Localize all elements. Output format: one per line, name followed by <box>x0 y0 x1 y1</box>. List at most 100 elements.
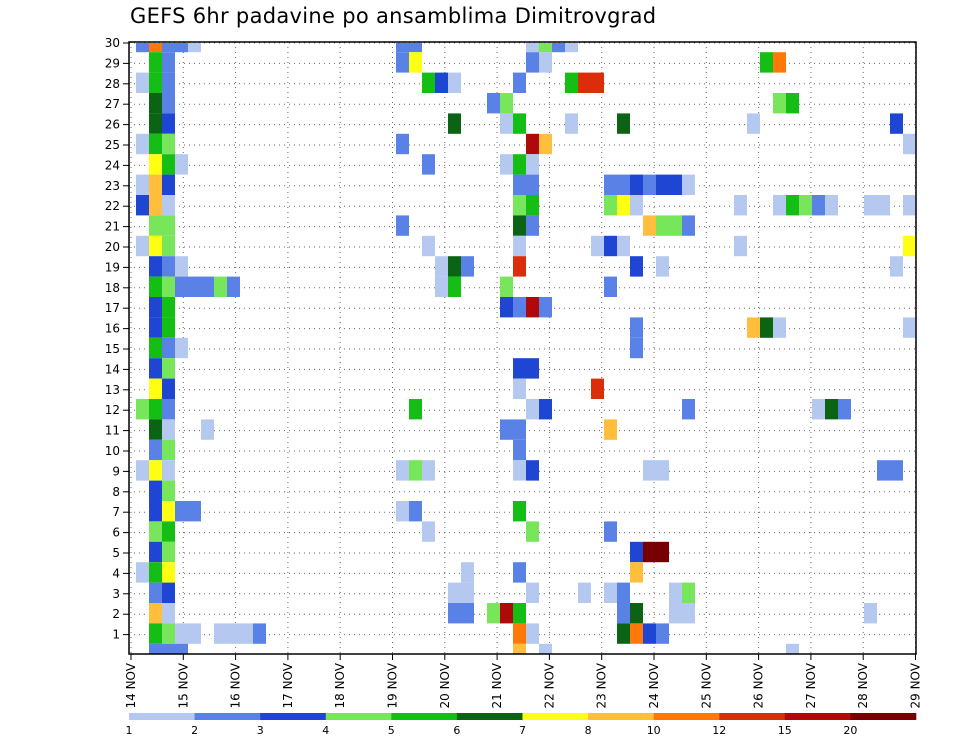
legend-swatch <box>260 713 327 720</box>
heatmap-cell <box>669 174 682 195</box>
legend-swatch <box>784 713 851 720</box>
heatmap-cell <box>617 113 630 134</box>
heatmap-cell <box>149 603 162 624</box>
heatmap-cell <box>617 235 630 257</box>
heatmap-cell <box>656 215 669 236</box>
heatmap-cell <box>526 460 539 481</box>
heatmap-cell <box>513 623 526 644</box>
heatmap-cell <box>903 133 916 155</box>
heatmap-cell <box>786 643 799 654</box>
heatmap-cell <box>396 215 409 236</box>
heatmap-cell <box>136 195 149 216</box>
x-tick-label: 20 NOV <box>438 662 452 708</box>
y-tick-label: 21 <box>105 220 120 234</box>
heatmap-cell <box>500 93 513 114</box>
y-tick-label: 13 <box>105 383 120 397</box>
y-tick-label: 7 <box>112 505 120 519</box>
heatmap-cell <box>877 195 890 216</box>
heatmap-cell <box>448 582 461 603</box>
heatmap-cell <box>149 317 162 338</box>
heatmap-cell <box>149 256 162 277</box>
heatmap-cell <box>773 317 786 338</box>
heatmap-cell <box>500 603 513 624</box>
heatmap-cell <box>162 501 175 522</box>
heatmap-cell <box>162 439 175 461</box>
legend-swatch <box>653 713 720 720</box>
y-tick-label: 5 <box>112 546 120 560</box>
heatmap-cell <box>513 501 526 522</box>
y-tick-label: 17 <box>105 301 120 315</box>
heatmap-cell <box>682 399 695 420</box>
heatmap-cell <box>162 297 175 318</box>
heatmap-cell <box>422 460 435 481</box>
heatmap-cell <box>149 195 162 216</box>
heatmap-cell <box>162 460 175 481</box>
heatmap-cell <box>513 256 526 277</box>
heatmap-cell <box>461 603 474 624</box>
heatmap-cell <box>149 297 162 318</box>
legend-label: 8 <box>585 724 592 737</box>
heatmap-cell <box>149 276 162 297</box>
heatmap-cell <box>409 399 422 420</box>
y-axis: 1234567891011121314151617181920212223242… <box>105 36 129 642</box>
heatmap-cell <box>591 72 604 93</box>
heatmap-cell <box>162 623 175 644</box>
heatmap-cell <box>136 460 149 481</box>
x-tick-label: 26 NOV <box>752 662 766 708</box>
heatmap-cell <box>396 501 409 522</box>
heatmap-cell <box>643 541 656 563</box>
heatmap-cell <box>682 174 695 195</box>
heatmap-cell <box>149 93 162 114</box>
heatmap-cell <box>786 195 799 216</box>
heatmap-cell <box>500 276 513 297</box>
heatmap-cell <box>812 195 825 216</box>
heatmap-cell <box>669 603 682 624</box>
heatmap-cell <box>162 215 175 236</box>
legend-label: 1 <box>126 724 133 737</box>
legend-label: 3 <box>257 724 264 737</box>
heatmap-cell <box>864 603 877 624</box>
heatmap-cell <box>162 358 175 379</box>
heatmap-cell <box>149 72 162 93</box>
heatmap-cell <box>162 582 175 603</box>
heatmap-cell <box>591 378 604 399</box>
heatmap-cell <box>487 93 500 114</box>
heatmap-cell <box>162 603 175 624</box>
heatmap-cell <box>500 113 513 134</box>
y-tick-label: 2 <box>112 607 120 621</box>
heatmap-cell <box>526 52 539 73</box>
y-tick-label: 26 <box>105 118 120 132</box>
x-tick-label: 23 NOV <box>595 662 609 708</box>
heatmap-cell <box>435 72 448 93</box>
heatmap-cell <box>903 195 916 216</box>
legend-label: 10 <box>647 724 661 737</box>
heatmap-cell <box>175 337 188 359</box>
x-tick-label: 17 NOV <box>281 662 295 708</box>
y-tick-label: 11 <box>105 424 120 438</box>
heatmap-cell <box>162 378 175 399</box>
heatmap-cell <box>630 337 643 359</box>
heatmap-cell <box>396 460 409 481</box>
heatmap-cell <box>526 133 539 155</box>
y-tick-label: 25 <box>105 138 120 152</box>
heatmap-cell <box>513 439 526 461</box>
heatmap-cell <box>526 399 539 420</box>
heatmap-cell <box>175 501 188 522</box>
heatmap-cell <box>188 623 201 644</box>
heatmap-cell <box>604 174 617 195</box>
heatmap-cell <box>227 623 240 644</box>
heatmap-cell <box>149 643 162 654</box>
x-tick-label: 16 NOV <box>229 662 243 708</box>
heatmap-cell <box>149 460 162 481</box>
heatmap-cell <box>513 419 526 440</box>
heatmap-cell <box>734 235 747 257</box>
heatmap-cell <box>539 52 552 73</box>
y-tick-label: 27 <box>105 97 120 111</box>
heatmap-cell <box>409 501 422 522</box>
heatmap-cell <box>526 215 539 236</box>
y-tick-label: 3 <box>112 587 120 601</box>
heatmap-cell <box>513 215 526 236</box>
heatmap-cell <box>175 276 188 297</box>
heatmap-cell <box>539 399 552 420</box>
